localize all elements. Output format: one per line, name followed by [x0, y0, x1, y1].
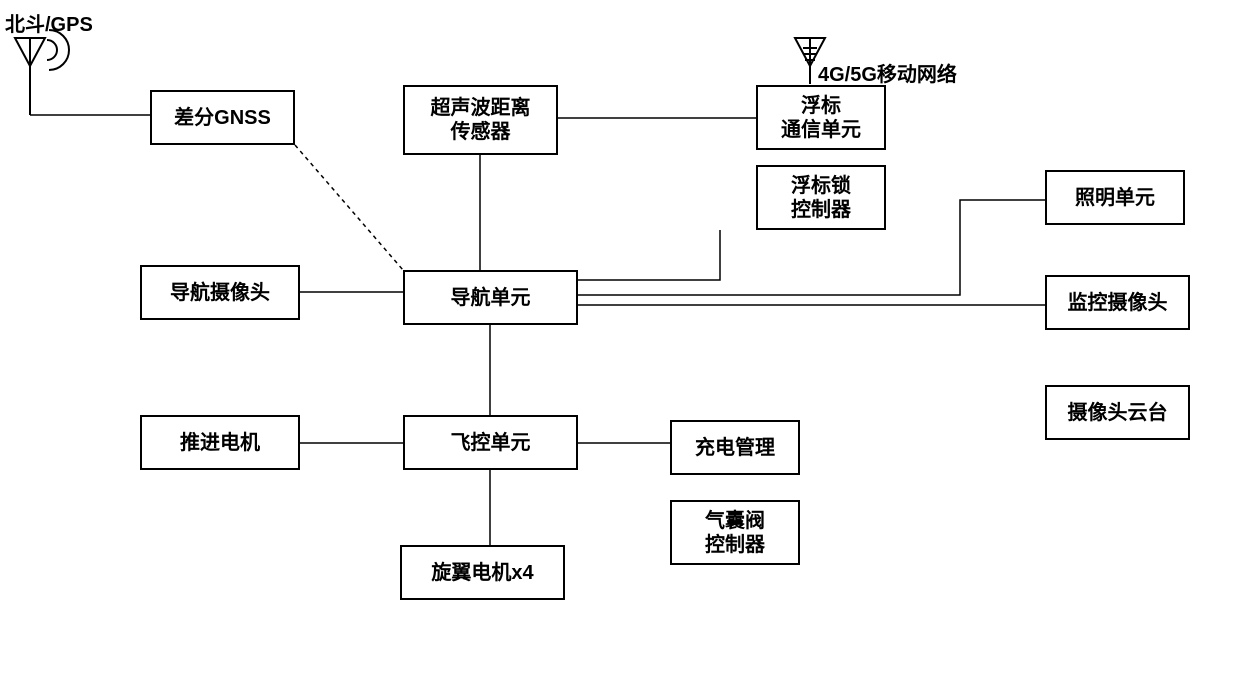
node-nav_cam: 导航摄像头 — [140, 265, 300, 320]
node-airbag: 气囊阀 控制器 — [670, 500, 800, 565]
node-gnss: 差分GNSS — [150, 90, 295, 145]
node-rotor: 旋翼电机x4 — [400, 545, 565, 600]
edge-nav_unit-buoy_lock — [578, 230, 720, 280]
node-flight: 飞控单元 — [403, 415, 578, 470]
node-charge: 充电管理 — [670, 420, 800, 475]
edge-gnss-nav_unit — [295, 145, 403, 270]
node-mon_cam: 监控摄像头 — [1045, 275, 1190, 330]
label-mobile: 4G/5G移动网络 — [818, 58, 957, 87]
node-nav_unit: 导航单元 — [403, 270, 578, 325]
node-ultrasonic: 超声波距离 传感器 — [403, 85, 558, 155]
node-buoy_comm: 浮标 通信单元 — [756, 85, 886, 150]
node-lighting: 照明单元 — [1045, 170, 1185, 225]
node-prop_motor: 推进电机 — [140, 415, 300, 470]
label-gps: 北斗/GPS — [5, 8, 93, 37]
node-buoy_lock: 浮标锁 控制器 — [756, 165, 886, 230]
node-cam_gimbal: 摄像头云台 — [1045, 385, 1190, 440]
